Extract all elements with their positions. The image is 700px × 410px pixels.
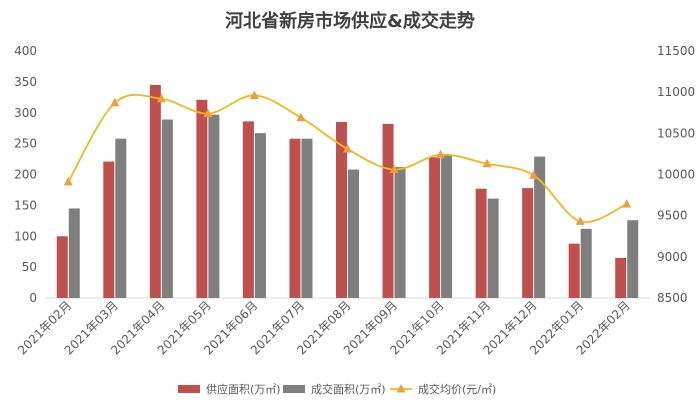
y-right-tick-label: 10000 — [657, 168, 695, 182]
chart-title: 河北省新房市场供应&成交走势 — [225, 10, 475, 32]
legend-label-0: 供应面积(万㎡) — [206, 382, 281, 396]
price-point-11 — [575, 216, 585, 225]
bar-deal-1 — [115, 138, 127, 298]
y-right-tick-label: 9000 — [657, 250, 688, 264]
bar-supply-3 — [196, 99, 208, 298]
price-point-8 — [436, 149, 446, 159]
legend-label-2: 成交均价(元/㎡) — [418, 382, 496, 396]
y-right-tick-label: 8500 — [657, 291, 688, 305]
bar-supply-11 — [568, 243, 580, 298]
bar-deal-12 — [627, 220, 639, 298]
bar-deal-3 — [208, 114, 220, 298]
y-right-tick-label: 11000 — [657, 85, 695, 99]
bar-deal-11 — [580, 228, 592, 298]
bar-supply-8 — [429, 157, 441, 298]
bar-supply-2 — [149, 84, 161, 299]
price-point-2 — [156, 93, 166, 103]
price-point-3 — [203, 108, 213, 118]
y-left-tick-label: 300 — [14, 106, 37, 120]
bar-deal-9 — [487, 198, 499, 298]
y-left-tick-label: 400 — [14, 44, 37, 58]
price-point-5 — [296, 112, 306, 122]
price-point-4 — [249, 90, 259, 99]
bar-supply-6 — [336, 122, 347, 298]
y-left-tick-label: 350 — [14, 75, 37, 89]
bar-deal-6 — [348, 169, 359, 298]
price-point-0 — [63, 176, 73, 186]
bar-supply-4 — [242, 121, 254, 299]
y-left-tick-label: 0 — [29, 291, 37, 305]
y-left-tick-label: 250 — [14, 137, 37, 151]
price-point-7 — [389, 164, 399, 174]
bar-supply-7 — [382, 123, 394, 299]
bar-supply-1 — [103, 161, 115, 298]
bar-supply-9 — [475, 188, 487, 298]
legend-label-1: 成交面积(万㎡) — [311, 382, 386, 396]
y-left-tick-label: 100 — [14, 229, 37, 243]
y-right-tick-label: 9500 — [657, 209, 688, 223]
bar-supply-5 — [289, 138, 301, 298]
bar-deal-0 — [68, 208, 80, 298]
bar-supply-0 — [56, 236, 68, 298]
bar-supply-10 — [522, 188, 534, 298]
price-point-10 — [529, 170, 539, 179]
bar-supply-12 — [615, 257, 627, 298]
legend-marker-2 — [396, 384, 406, 393]
bar-deal-7 — [394, 167, 406, 298]
bar-deal-10 — [534, 156, 546, 298]
bar-deal-8 — [441, 154, 453, 298]
legend-swatch-1 — [283, 385, 305, 393]
price-point-6 — [343, 143, 352, 153]
price-point-9 — [482, 158, 492, 168]
legend-swatch-0 — [178, 385, 200, 393]
y-right-tick-label: 10500 — [657, 126, 695, 140]
plot-area: 0 50 100 150 200 250 300 350 400 8500 9000 9500 1000… — [14, 44, 695, 357]
y-left-tick-label: 150 — [14, 198, 37, 212]
bar-deal-4 — [254, 133, 266, 298]
price-point-12 — [622, 199, 632, 208]
y-left-tick-label: 200 — [14, 168, 37, 182]
bar-deal-5 — [301, 138, 313, 298]
y-left-tick-label: 50 — [22, 260, 37, 274]
bar-deal-2 — [161, 119, 173, 298]
y-right-tick-label: 11500 — [657, 44, 695, 58]
price-point-1 — [110, 97, 120, 107]
legend: 供应面积(万㎡) 成交面积(万㎡) 成交均价(元/㎡) — [178, 382, 496, 396]
